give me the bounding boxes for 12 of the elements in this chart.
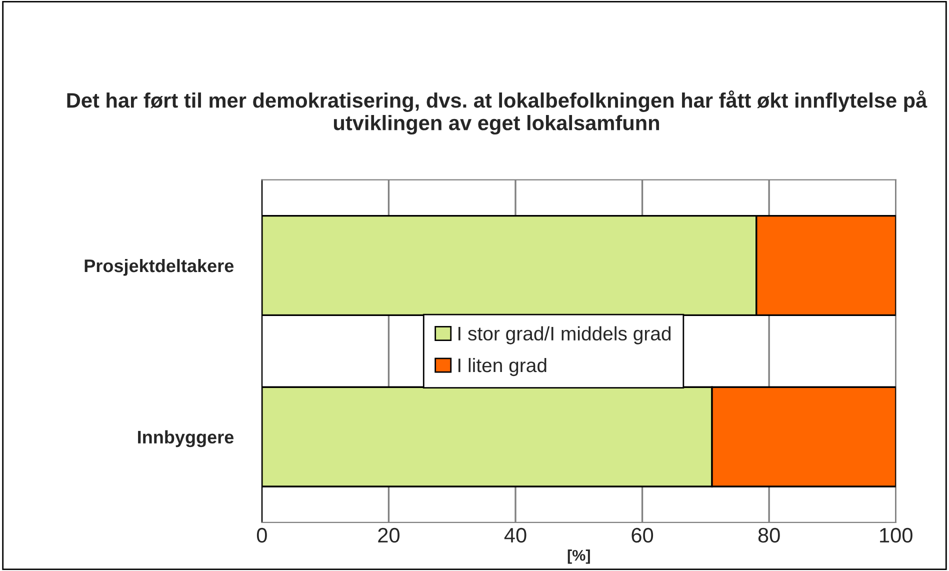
- x-tick-label: 80: [758, 528, 780, 543]
- y-tick-label: Prosjektdeltakere: [84, 258, 234, 276]
- x-tick-label: 100: [880, 528, 912, 543]
- y-tick-label: Innbyggere: [138, 430, 234, 448]
- x-tick-label: 20: [378, 528, 400, 543]
- legend-label: I stor grad/I middels grad: [458, 326, 671, 344]
- x-tick-label: 0: [256, 528, 267, 543]
- x-tick-label: 60: [632, 528, 654, 543]
- chart-title: Det har ført til mer demokratisering, dvs. at lokalbefolkningen har fått økt innflytelse på utviklingen av eget lokalsamfunn: [67, 90, 928, 135]
- legend-label: I liten grad: [458, 358, 546, 376]
- x-axis-title: [%]: [568, 550, 590, 564]
- x-tick-label: 40: [504, 528, 526, 543]
